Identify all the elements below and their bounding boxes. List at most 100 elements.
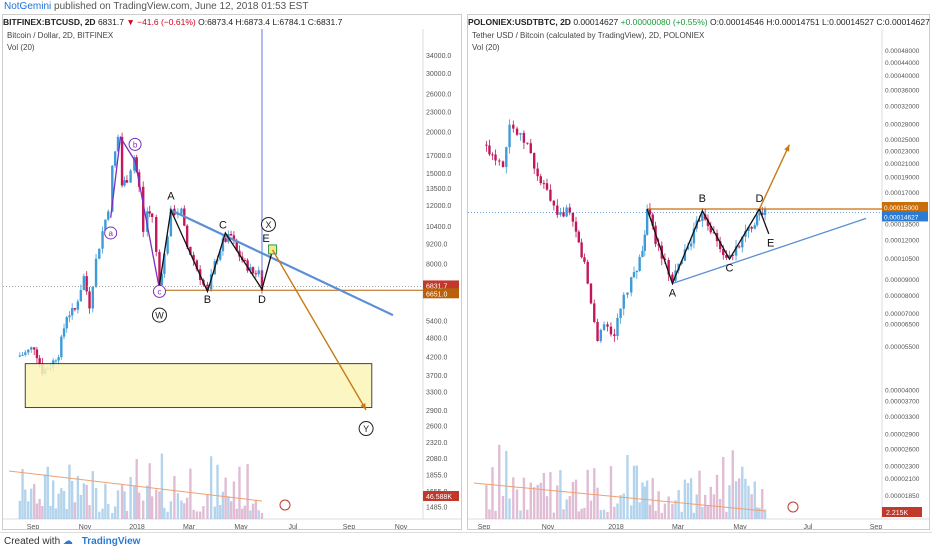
- volume-bar: [30, 488, 33, 519]
- volume-bar: [568, 496, 571, 519]
- wave-label: C: [219, 220, 227, 232]
- candle-body: [755, 215, 759, 226]
- y-tick-label: 2900.0: [426, 408, 448, 415]
- volume-ma-line: [473, 482, 766, 512]
- volume-bar: [38, 498, 41, 519]
- wave-label: X: [265, 220, 271, 230]
- y-tick-label: 0.00009000: [885, 277, 920, 284]
- wave-label-circle: [260, 216, 276, 232]
- candle-body: [671, 274, 674, 281]
- symbol-header: POLONIEX:USDTBTC, 2D 0.00014627 +0.00000…: [468, 15, 930, 29]
- chart-title: Bitcoin / Dollar, 2D, BITFINEX: [7, 31, 114, 40]
- price-badge-label: 0.00014627: [884, 214, 919, 221]
- volume-bar: [158, 491, 161, 519]
- volume-bar: [589, 500, 593, 519]
- candle-body: [522, 132, 526, 143]
- candle-body: [229, 233, 233, 236]
- volume-bar: [755, 507, 759, 519]
- candle-body: [577, 231, 581, 243]
- y-tick-label: 0.00002100: [885, 476, 920, 483]
- volume-bar: [85, 484, 88, 519]
- volume-badge: [423, 491, 459, 501]
- wave-label-circle: [358, 421, 374, 437]
- candle-body: [686, 246, 690, 250]
- volume-bar: [65, 509, 68, 519]
- x-tick-label: Nov: [395, 524, 408, 529]
- y-tick-label: 0.00008000: [885, 293, 920, 300]
- volume-bar: [758, 507, 761, 519]
- volume-bar: [698, 470, 701, 519]
- volume-bar: [68, 464, 71, 519]
- candle-body: [142, 186, 145, 232]
- candle-body: [508, 124, 511, 148]
- candle-body: [753, 225, 756, 229]
- usdtbtc-plot[interactable]: 0.00048000 0.00044000 0.00040000 0.00036000…: [468, 15, 929, 529]
- volume-bar: [195, 511, 199, 519]
- arrow-head-icon: [360, 403, 367, 410]
- volume-bar: [701, 506, 704, 519]
- volume-bar: [57, 493, 60, 519]
- volume-bar: [142, 500, 145, 519]
- volume-bar: [731, 450, 734, 519]
- volume-bar: [206, 494, 209, 519]
- volume-bar: [606, 511, 609, 519]
- author-link[interactable]: NotGemini: [4, 1, 52, 12]
- volume-bar: [73, 502, 77, 519]
- candle-body: [180, 208, 183, 214]
- volume-bar: [227, 496, 230, 519]
- candle-body: [166, 236, 169, 254]
- volume-bar: [744, 478, 747, 519]
- volume-bar: [46, 466, 49, 519]
- candle-body: [689, 243, 693, 247]
- volume-bar: [219, 505, 222, 519]
- volume-bar: [712, 494, 716, 519]
- candle-body: [606, 324, 609, 327]
- candle-body: [235, 240, 238, 251]
- volume-bar: [498, 444, 501, 519]
- volume-bar: [542, 472, 546, 519]
- high-value: H:6873.4: [235, 17, 270, 27]
- volume-bar: [616, 503, 619, 519]
- candle-body: [663, 258, 667, 260]
- usdtbtc-chart-panel[interactable]: POLONIEX:USDTBTC, 2D 0.00014627 +0.00000…: [467, 14, 930, 530]
- volume-bar: [494, 510, 497, 519]
- chart-title: Tether USD / Bitcoin (calculated by Trad…: [472, 31, 705, 40]
- volume-bar: [33, 483, 36, 519]
- candle-body: [70, 308, 74, 316]
- volume-bar: [533, 487, 536, 519]
- candle-body: [542, 183, 546, 185]
- volume-bar: [619, 495, 622, 519]
- btcusd-chart-panel[interactable]: BITFINEX:BTCUSD, 2D 6831.7 ▼ −41.6 (−0.6…: [2, 14, 462, 530]
- volume-bar: [235, 508, 238, 519]
- tradingview-brand[interactable]: TradingView: [81, 536, 141, 547]
- volume-bar: [706, 504, 710, 519]
- volume-bar: [747, 485, 750, 519]
- wave-label: c: [157, 287, 161, 296]
- volume-bar: [501, 495, 505, 519]
- candle-body: [257, 270, 260, 275]
- candle-body: [626, 292, 629, 295]
- candle-body: [62, 328, 66, 337]
- symbol-name[interactable]: BITFINEX:BTCUSD, 2D: [3, 17, 96, 27]
- volume-bar: [488, 509, 491, 519]
- volume-indicator-label: Vol (20): [472, 43, 500, 52]
- volume-bar: [709, 486, 712, 519]
- volume-bar: [577, 511, 581, 519]
- volume-bar: [113, 506, 117, 519]
- volume-bar: [104, 483, 107, 519]
- x-tick-label: Jul: [804, 524, 813, 529]
- symbol-name[interactable]: POLONIEX:USDTBTC, 2D: [468, 17, 571, 27]
- x-tick-label: Nov: [542, 524, 555, 529]
- volume-bar: [580, 508, 583, 519]
- volume-bar: [243, 505, 247, 519]
- volume-bar: [552, 512, 556, 519]
- wave-label-circle: [104, 226, 118, 240]
- volume-bar: [536, 484, 539, 519]
- volume-bar: [202, 506, 205, 519]
- btcusd-plot[interactable]: 34000.0 30000.0 26000.0 23000.0 20000.0 17000…: [3, 15, 461, 529]
- y-tick-label: 4200.0: [426, 355, 448, 362]
- wave-label-circle: [128, 137, 142, 151]
- volume-bar: [515, 489, 519, 519]
- volume-bar: [718, 498, 722, 519]
- candle-body: [491, 154, 494, 156]
